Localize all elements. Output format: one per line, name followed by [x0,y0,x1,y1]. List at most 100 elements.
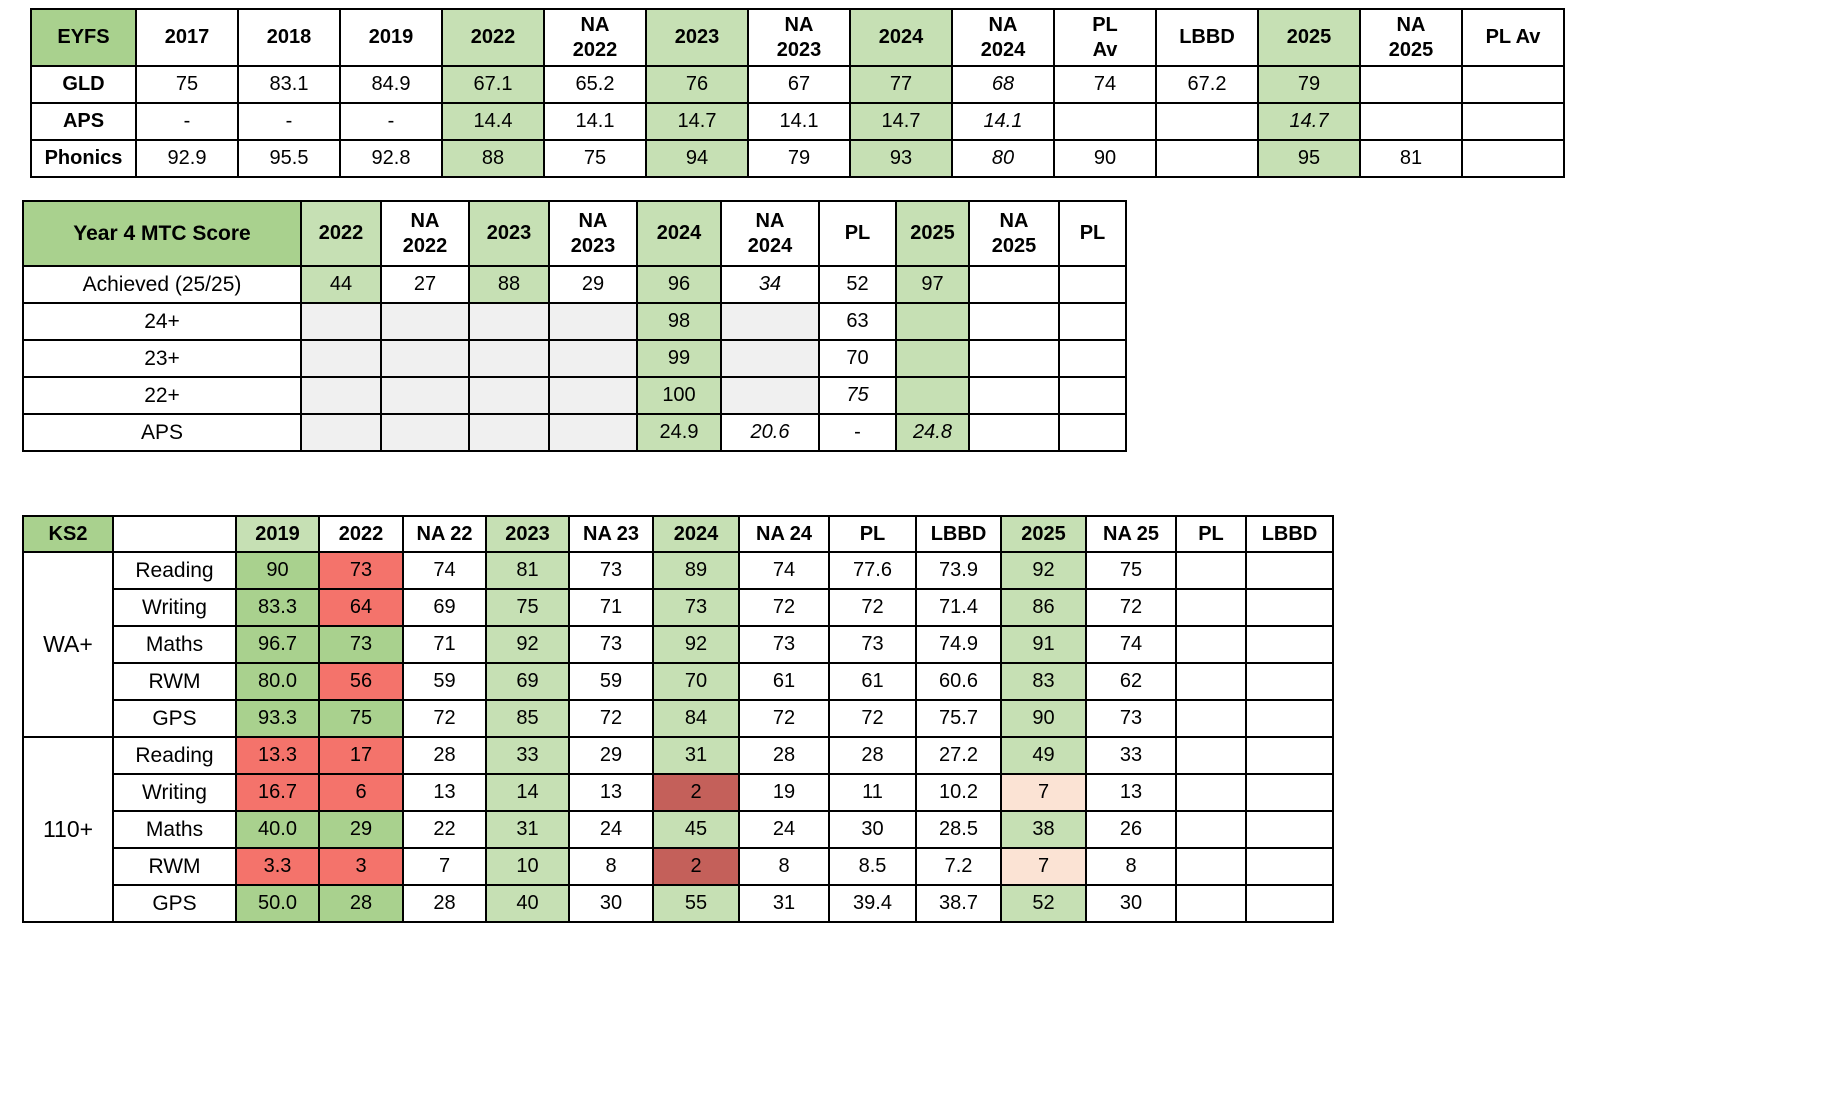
table-cell: 72 [402,699,487,738]
table-cell: 70 [652,662,740,701]
table-cell: 71.4 [915,588,1002,627]
table-cell [548,413,638,452]
table-cell: - [818,413,897,452]
table-cell: 8 [568,847,654,886]
table-cell: Maths [112,625,237,664]
table-cell: 33 [1085,736,1177,775]
table-cell: - [339,102,443,141]
table-cell: 16.7 [235,773,320,812]
table-cell: 7 [1000,773,1087,812]
table-row: Achieved (25/25) 44 27 88 29 96 34 52 97 [22,265,1127,304]
table-cell: 90 [235,551,320,590]
header-cell: KS2 [22,515,114,553]
header-cell: NA 2025 [1359,8,1463,67]
table-cell [720,302,820,341]
table-cell: 30 [828,810,917,849]
header-cell: 2022 [441,8,545,67]
table-cell [1461,102,1565,141]
table-cell: 94 [645,139,749,178]
table-cell: 52 [1000,884,1087,923]
table-cell: GLD [30,65,137,104]
table-cell: GPS [112,699,237,738]
header-cell: NA 2023 [548,200,638,267]
table-cell: 40 [485,884,570,923]
header-cell: 2019 [235,515,320,553]
table-cell: 14.7 [645,102,749,141]
table-cell [968,302,1060,341]
table-cell: 91 [1000,625,1087,664]
table-cell: 74 [738,551,830,590]
table-cell [720,339,820,378]
table-cell: 92 [485,625,570,664]
table-cell [468,302,550,341]
table-cell: 99 [636,339,722,378]
table-cell: 90 [1000,699,1087,738]
table-cell: 73 [1085,699,1177,738]
table-cell: 27.2 [915,736,1002,775]
table-cell [895,302,970,341]
header-cell: NA 25 [1085,515,1177,553]
table-cell [548,302,638,341]
table-cell: 88 [468,265,550,304]
table-cell [468,413,550,452]
table-cell [1058,339,1127,378]
table-cell: 10.2 [915,773,1002,812]
table-cell: 59 [568,662,654,701]
table-cell [1058,302,1127,341]
table-row: Writing 16.7 6 13 14 13 2 19 11 10.2 7 13 [23,773,1334,812]
table-cell: Writing [112,773,237,812]
table-cell [300,413,382,452]
table-cell: 79 [747,139,851,178]
table-cell: 52 [818,265,897,304]
table-cell [548,339,638,378]
table-cell [968,376,1060,415]
mtc-table-grid: Year 4 MTC Score 2022 NA 2022 2023 NA 2023 20… [22,200,1127,452]
table-cell: 97 [895,265,970,304]
header-cell: 2024 [849,8,953,67]
table-cell: WA+ [22,551,114,738]
table-cell: 28.5 [915,810,1002,849]
table-cell: 14.1 [747,102,851,141]
table-row: RWM 80.0 56 59 69 59 70 61 61 60.6 83 62 [23,662,1334,701]
header-cell: 2017 [135,8,239,67]
header-cell: 2022 [318,515,404,553]
table-row: WA+ Reading 90 73 74 81 73 89 74 77.6 73.9 92 75 [22,551,1334,738]
ks2-header-row: KS2 2019 2022 NA 22 2023 NA 23 2024 NA 24 PL LBBD… [22,515,1334,553]
table-cell: 74 [1085,625,1177,664]
header-cell: 2022 [300,200,382,267]
table-cell: 75 [1085,551,1177,590]
table-cell [300,339,382,378]
table-cell: 29 [568,736,654,775]
table-cell: 8.5 [828,847,917,886]
header-cell: LBBD [915,515,1002,553]
table-cell: 76 [645,65,749,104]
table-cell: 110+ [22,736,114,923]
table-cell [1245,662,1334,701]
table-cell [1175,551,1247,590]
table-cell: 28 [738,736,830,775]
table-cell: 74 [1053,65,1157,104]
table-cell: 73 [652,588,740,627]
table-cell: 60.6 [915,662,1002,701]
table-cell: 2 [652,847,740,886]
header-cell [112,515,237,553]
table-cell [1175,588,1247,627]
table-cell: 26 [1085,810,1177,849]
table-cell [1245,588,1334,627]
table-cell: 62 [1085,662,1177,701]
table-cell: 92.8 [339,139,443,178]
table-cell: 98 [636,302,722,341]
header-cell: 2019 [339,8,443,67]
table-cell: 19 [738,773,830,812]
table-cell: 69 [402,588,487,627]
table-row: 24+ 98 63 [22,302,1127,341]
table-cell: 8 [1085,847,1177,886]
table-cell: 73 [828,625,917,664]
table-cell: 20.6 [720,413,820,452]
table-cell: 14.7 [849,102,953,141]
table-cell: 24.9 [636,413,722,452]
table-cell: 28 [402,884,487,923]
table-cell [468,376,550,415]
table-cell: 81 [485,551,570,590]
